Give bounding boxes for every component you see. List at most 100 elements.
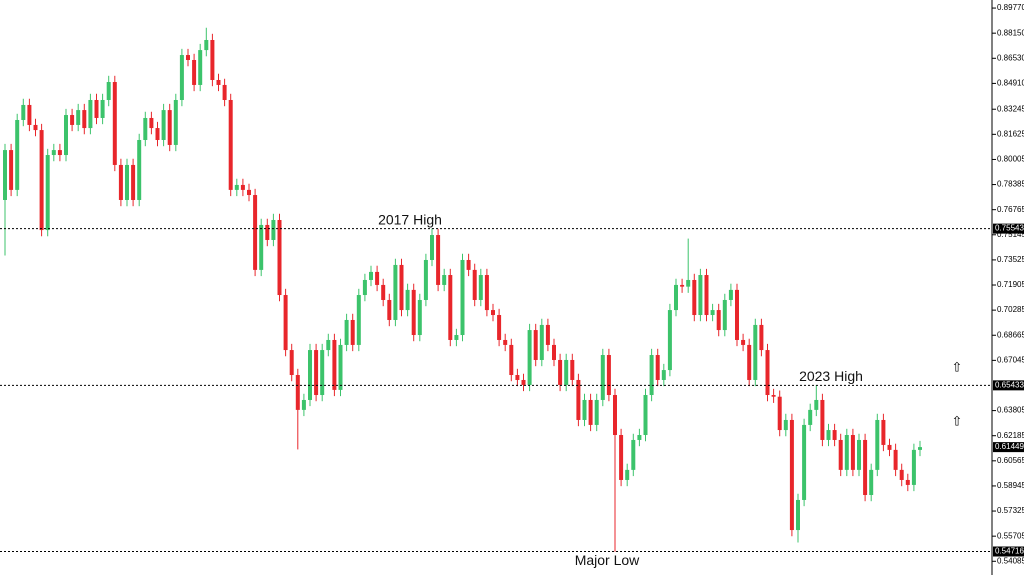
candle-body xyxy=(826,430,831,440)
y-tick-label: 0.81625 xyxy=(997,129,1024,138)
candle-body xyxy=(460,259,465,336)
candle-body xyxy=(155,128,160,140)
candle-body xyxy=(344,319,349,345)
candle-body xyxy=(661,370,666,380)
y-tick-label: 0.57325 xyxy=(997,506,1024,515)
candle-body xyxy=(539,324,544,360)
candle-body xyxy=(619,435,624,480)
candle-body xyxy=(387,299,392,320)
candle-body xyxy=(716,310,721,331)
candle-body xyxy=(564,359,569,385)
candle-body xyxy=(338,344,343,390)
candle-body xyxy=(186,55,190,60)
y-tick-label: 0.60565 xyxy=(997,456,1024,465)
candle-body xyxy=(442,275,447,285)
candle-body xyxy=(76,110,81,125)
candle-body xyxy=(613,395,617,436)
candle-body xyxy=(326,339,331,351)
candle-body xyxy=(356,295,361,345)
price-label: 0.54716 xyxy=(995,547,1024,556)
candle-body xyxy=(783,419,788,431)
candle-body xyxy=(674,284,678,311)
candle-body xyxy=(39,130,44,231)
candle-body xyxy=(747,344,752,380)
candle-body xyxy=(594,399,599,425)
candle-body xyxy=(875,419,880,470)
candle-body xyxy=(509,344,514,376)
y-tick-label: 0.78385 xyxy=(997,180,1024,189)
candle-body xyxy=(704,275,709,316)
candle-body xyxy=(320,350,325,396)
y-tick-label: 0.83245 xyxy=(997,104,1024,113)
candle-body xyxy=(210,39,215,80)
candle-body xyxy=(228,99,233,190)
candle-body xyxy=(131,164,136,200)
candle-body xyxy=(430,235,434,260)
candle-body xyxy=(466,259,471,270)
arrow-icon: ⇧ xyxy=(952,413,963,428)
candle-body xyxy=(533,330,538,360)
y-tick-label: 0.68665 xyxy=(997,330,1024,339)
candle-body xyxy=(637,435,642,440)
candle-body xyxy=(271,219,276,240)
price-label: 0.75543 xyxy=(995,224,1024,233)
candle-body xyxy=(51,150,56,156)
y-tick-label: 0.58945 xyxy=(997,481,1024,490)
price-box xyxy=(993,380,1024,391)
candle-body xyxy=(198,50,203,85)
candle-body xyxy=(735,289,739,340)
y-tick-label: 0.54085 xyxy=(997,556,1024,565)
candle-body xyxy=(820,399,825,440)
candle-body xyxy=(393,264,398,320)
candle-body xyxy=(899,469,904,480)
y-tick-label: 0.84910 xyxy=(997,79,1024,88)
candle-body xyxy=(259,224,264,270)
candle-body xyxy=(216,79,221,85)
candle-body xyxy=(94,99,99,118)
candle-body xyxy=(655,355,660,380)
candle-body xyxy=(405,289,410,311)
candle-body xyxy=(911,449,916,485)
candle-body xyxy=(844,435,849,470)
candle-body xyxy=(9,150,14,190)
candle-body xyxy=(869,469,874,496)
candle-body xyxy=(515,375,520,380)
annotation: Major Low xyxy=(575,552,640,568)
candle-body xyxy=(643,395,648,436)
candle-body xyxy=(649,355,654,396)
candle-body xyxy=(289,350,294,376)
candle-body xyxy=(423,259,428,300)
y-tick-label: 0.75145 xyxy=(997,230,1024,239)
candle-body xyxy=(82,110,87,129)
candle-body xyxy=(192,59,197,85)
candle-body xyxy=(606,355,611,396)
price-box xyxy=(993,223,1024,234)
candle-body xyxy=(893,449,898,470)
candle-body xyxy=(765,350,770,396)
candle-body xyxy=(301,399,306,410)
candle-body xyxy=(686,279,691,287)
candle-body xyxy=(808,409,813,425)
candle-body xyxy=(692,279,697,316)
y-tick-label: 0.71905 xyxy=(997,280,1024,289)
candle-body xyxy=(887,444,892,450)
y-tick-label: 0.73525 xyxy=(997,255,1024,264)
candle-body xyxy=(222,84,227,100)
y-tick-label: 0.55705 xyxy=(997,531,1024,540)
candle-body xyxy=(57,150,62,156)
candle-body xyxy=(771,395,776,397)
candle-body xyxy=(308,350,312,400)
candle-body xyxy=(448,275,453,340)
candle-body xyxy=(777,396,782,431)
candle-body xyxy=(118,164,123,200)
candle-body xyxy=(283,295,288,351)
candle-body xyxy=(253,195,258,270)
candle-body xyxy=(527,330,532,385)
candle-body xyxy=(137,139,142,200)
candle-body xyxy=(552,344,556,360)
candle-body xyxy=(27,104,32,125)
y-tick-label: 0.89770 xyxy=(997,3,1024,12)
candle-body xyxy=(631,439,636,470)
arrow-icon: ⇧ xyxy=(952,359,963,374)
